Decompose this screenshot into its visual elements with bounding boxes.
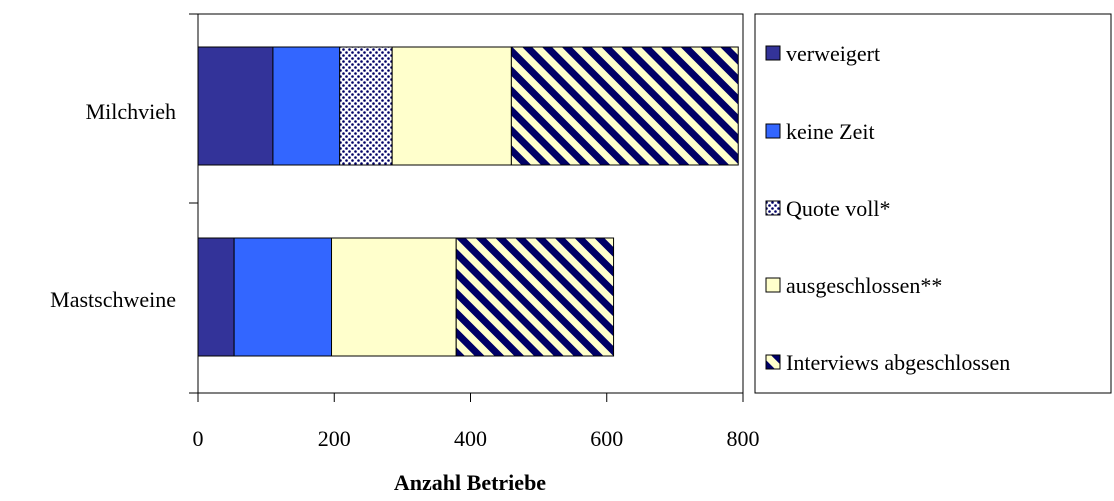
- legend-swatch: [765, 45, 781, 61]
- category-label-milchvieh: Milchvieh: [86, 99, 176, 124]
- legend-swatch: [765, 123, 781, 139]
- bars: [197, 46, 739, 357]
- legend-label: verweigert: [786, 41, 880, 66]
- legend-label: Quote voll*: [786, 196, 891, 221]
- axis-ticks: [189, 13, 744, 402]
- legend-label: Interviews abgeschlossen: [786, 350, 1010, 375]
- legend-swatch: [765, 354, 781, 370]
- x-axis-label: Anzahl Betriebe: [394, 470, 546, 495]
- x-tick-label: 200: [318, 426, 351, 451]
- x-tick-labels: 0 200 400 600 800: [193, 426, 760, 451]
- legend: verweigert keine Zeit Quote voll* ausgeschl…: [765, 41, 1010, 375]
- bar-milchvieh-keine-zeit: [272, 46, 341, 166]
- bar-milchvieh-interviews-abgeschlossen: [510, 46, 739, 166]
- x-tick-label: 400: [454, 426, 487, 451]
- legend-box: [754, 13, 1112, 394]
- category-label-mastschweine: Mastschweine: [50, 287, 176, 312]
- legend-label: ausgeschlossen**: [786, 273, 942, 298]
- bar-mastschweine-verweigert: [197, 237, 235, 357]
- bar-mastschweine-keine-zeit: [233, 237, 333, 357]
- legend-label: keine Zeit: [786, 119, 875, 144]
- bar-milchvieh-quote-voll: [339, 46, 393, 166]
- legend-swatch: [765, 277, 781, 293]
- x-tick-label: 800: [727, 426, 760, 451]
- bar-mastschweine-ausgeschlossen: [331, 237, 457, 357]
- x-tick-label: 0: [193, 426, 204, 451]
- x-tick-label: 600: [590, 426, 623, 451]
- bar-mastschweine-interviews-abgeschlossen: [455, 237, 615, 357]
- bar-milchvieh-verweigert: [197, 46, 274, 166]
- legend-swatch: [765, 200, 781, 216]
- bar-milchvieh-ausgeschlossen: [391, 46, 512, 166]
